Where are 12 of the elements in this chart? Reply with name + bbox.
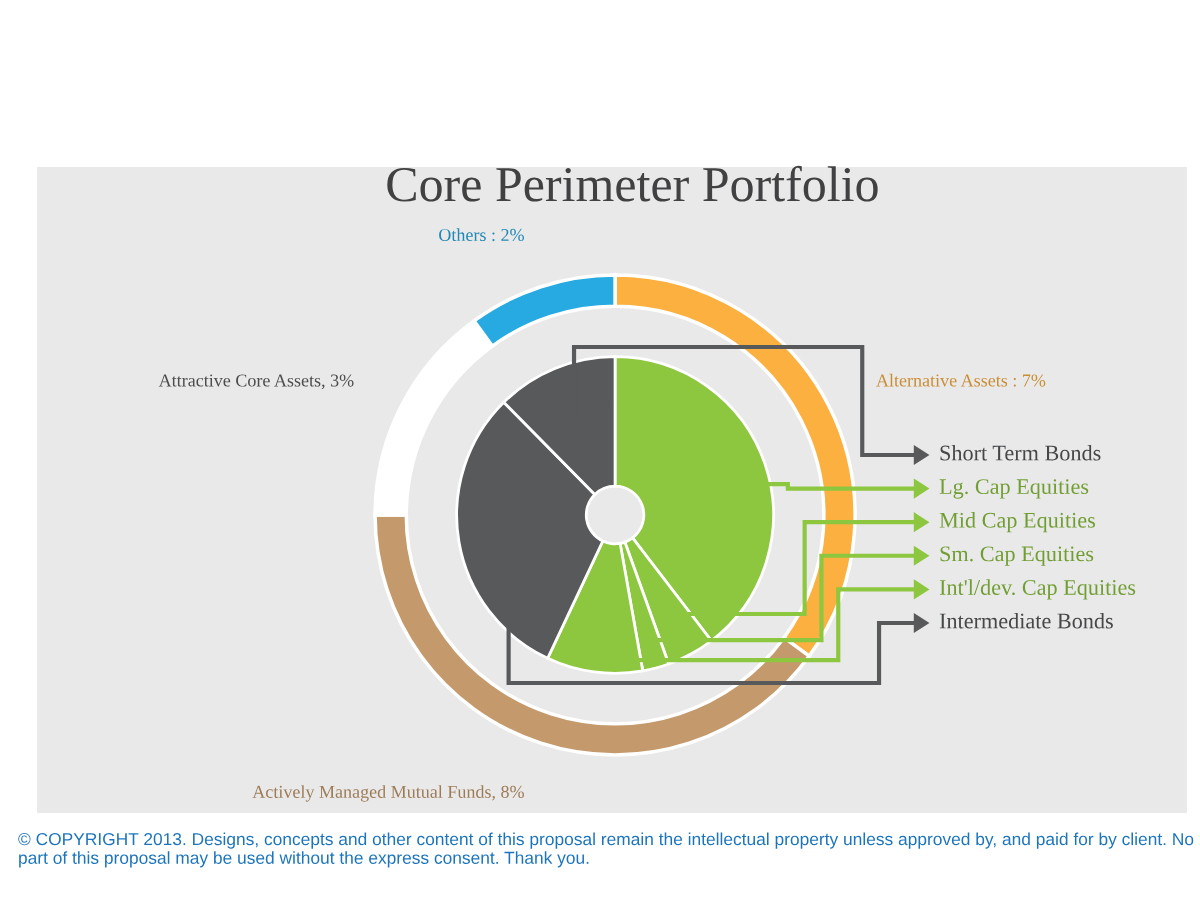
legend-label: Intermediate Bonds bbox=[939, 612, 1113, 629]
legend-label: Sm. Cap Equities bbox=[940, 546, 1094, 566]
text: © COPYRIGHT 2013. Designs, concepts and other content of this proposal remain the intellectual property unless approved by, and paid for by client. No part of this proposal may be used without the express consent. Thank you. bbox=[18, 832, 1194, 868]
slice-label: Others : 2% bbox=[439, 228, 524, 242]
legend-label: Short Term Bonds bbox=[940, 444, 1101, 461]
legend-label: Int'l/dev. Cap Equities bbox=[939, 579, 1136, 600]
legend-label: Lg. Cap Equities bbox=[939, 479, 1089, 499]
slice-label: Alternative Assets : 7% bbox=[876, 373, 1046, 387]
legend-label: Mid Cap Equities bbox=[939, 512, 1096, 533]
slice-label: Attractive Core Assets, 3% bbox=[158, 374, 354, 390]
slice-label: Actively Managed Mutual Funds, 8% bbox=[252, 785, 524, 802]
chart-title: Core Perimeter Portfolio bbox=[387, 165, 878, 202]
